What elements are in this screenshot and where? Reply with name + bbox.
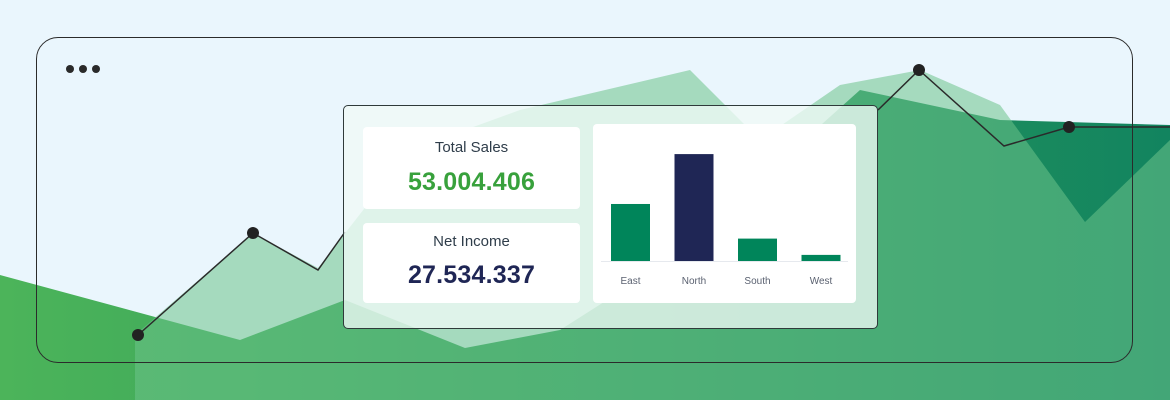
browser-frame xyxy=(36,37,1133,363)
net-income-card: Net Income 27.534.337 xyxy=(363,223,580,303)
tick-label-east: East xyxy=(620,276,640,287)
net-income-label: Net Income xyxy=(433,233,510,250)
dashboard-panel: Total Sales 53.004.406 Net Income 27.534… xyxy=(343,105,878,329)
total-sales-card: Total Sales 53.004.406 xyxy=(363,127,580,209)
bg-trend-point xyxy=(247,227,259,239)
region-bar-chart: East North South West xyxy=(601,154,848,287)
net-income-value: 27.534.337 xyxy=(407,261,536,289)
more-options-icon[interactable] xyxy=(66,65,100,73)
bg-trend-point xyxy=(913,64,925,76)
bg-trend-point xyxy=(132,329,144,341)
tick-label-north: North xyxy=(682,276,706,287)
bg-trend-point xyxy=(1063,121,1075,133)
bg-trend-line xyxy=(137,231,346,336)
bg-trend-line-right xyxy=(877,68,1170,147)
tick-label-west: West xyxy=(810,276,833,287)
total-sales-value: 53.004.406 xyxy=(407,168,536,196)
bar-west[interactable] xyxy=(801,254,841,261)
bar-east[interactable] xyxy=(611,203,650,261)
tick-label-south: South xyxy=(744,276,770,287)
region-bar-chart-card: East North South West xyxy=(593,124,856,303)
bar-north[interactable] xyxy=(674,154,714,261)
total-sales-label: Total Sales xyxy=(434,139,509,156)
bar-south[interactable] xyxy=(738,238,777,261)
